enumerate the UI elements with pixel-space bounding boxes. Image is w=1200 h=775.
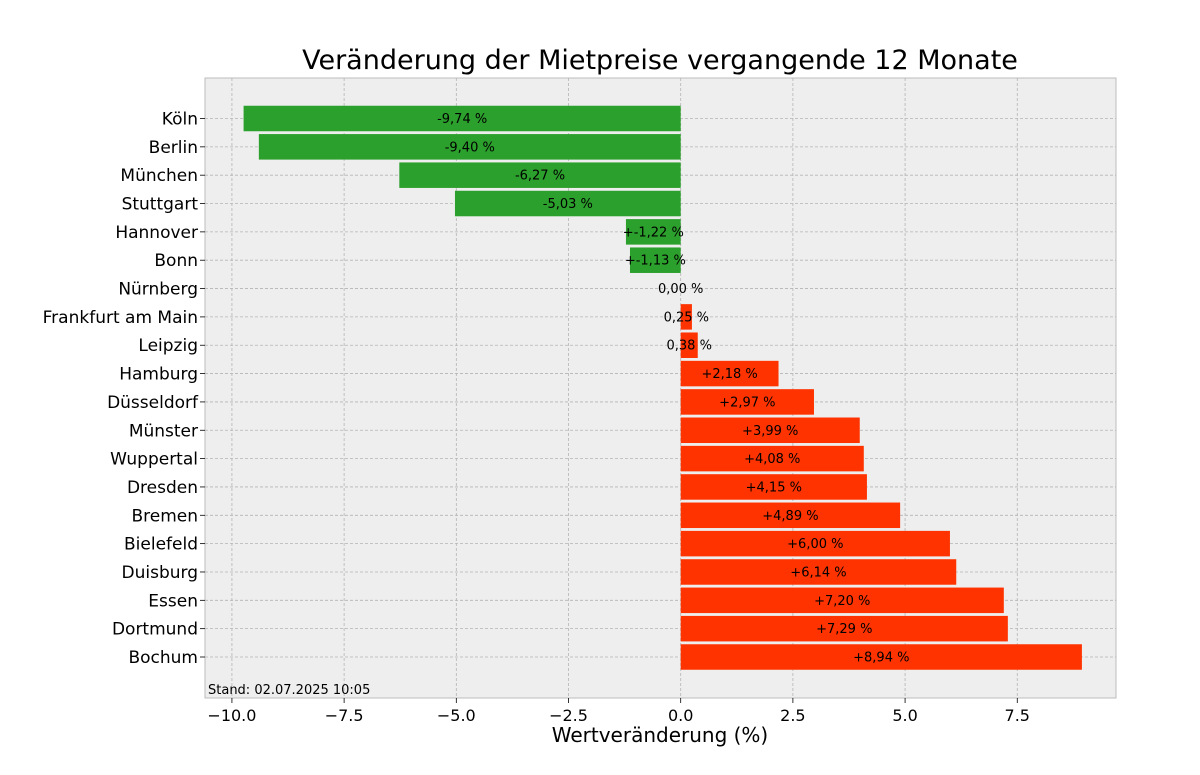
y-axis-ticks: Köln Berlin München Stuttgart Hannover Bonn Nü…: [43, 110, 205, 668]
bar: [680, 360, 779, 387]
bar-value-label: +7,29 %: [816, 622, 872, 637]
x-tick-label: −7.5: [325, 706, 364, 725]
y-tick-label: Köln: [162, 110, 198, 130]
y-tick-label: Münster: [129, 421, 198, 441]
y-tick-label: Bremen: [131, 506, 198, 526]
bar: [625, 219, 681, 245]
bar-value-label: +4,08 %: [744, 452, 800, 467]
y-tick-label: Duisburg: [122, 563, 199, 583]
bar-value-label: +7,20 %: [814, 594, 870, 609]
bar-value-label: +-1,13 %: [625, 254, 686, 269]
bar: [680, 615, 1008, 642]
bar: [680, 417, 860, 444]
y-tick-label: Dresden: [127, 478, 198, 498]
x-axis-label: Wertveränderung (%): [552, 723, 769, 747]
y-tick-label: Wuppertal: [110, 450, 198, 470]
bar: [680, 502, 901, 529]
bar: [680, 530, 950, 557]
y-tick-label: Bielefeld: [124, 535, 198, 555]
y-tick-label: München: [120, 166, 198, 186]
y-tick-label: Bonn: [154, 251, 198, 271]
x-tick-label: 7.5: [1005, 706, 1030, 725]
bar: [399, 162, 681, 188]
bar: [680, 559, 957, 585]
bar: [243, 105, 681, 132]
data-labels: -9,74 % -9,40 % -6,27 % -5,03 % +-1,22 % +-1,…: [437, 112, 909, 666]
bar: [680, 445, 864, 472]
y-tick-label: Bochum: [128, 648, 198, 668]
bar: [680, 304, 692, 330]
bar-value-label: -9,74 %: [437, 112, 487, 127]
bar-value-label: +8,94 %: [853, 651, 909, 666]
y-tick-label: Nürnberg: [118, 280, 198, 300]
bar-value-label: +6,14 %: [790, 565, 846, 580]
bar: [680, 587, 1004, 614]
x-tick-label: 5.0: [892, 706, 917, 725]
y-tick-label: Stuttgart: [122, 195, 199, 215]
bar-value-label: +-1,22 %: [623, 225, 684, 240]
bar: [680, 644, 1082, 670]
bar: [258, 134, 681, 160]
y-tick-label: Düsseldorf: [107, 393, 199, 413]
bar: [680, 332, 698, 358]
x-tick-label: 2.5: [780, 706, 805, 725]
y-tick-label: Essen: [148, 591, 198, 611]
bar: [680, 389, 814, 415]
x-tick-label: −2.5: [549, 706, 588, 725]
x-tick-label: −5.0: [437, 706, 476, 725]
y-tick-label: Frankfurt am Main: [43, 308, 198, 328]
y-tick-label: Hamburg: [119, 365, 198, 385]
x-tick-label: −10.0: [207, 706, 256, 725]
bar-value-label: -6,27 %: [515, 169, 565, 184]
bar-value-label: +6,00 %: [787, 537, 843, 552]
y-tick-label: Dortmund: [112, 620, 198, 640]
bar-value-label: +3,99 %: [742, 424, 798, 439]
bar-value-label: +4,89 %: [762, 509, 818, 524]
bar-value-label: +2,18 %: [701, 367, 757, 382]
bar-value-label: +4,15 %: [746, 480, 802, 495]
y-tick-label: Leipzig: [138, 336, 198, 356]
bar: [680, 474, 867, 500]
bar-value-label: 0,00 %: [658, 282, 703, 297]
bar: [454, 190, 681, 217]
y-tick-label: Berlin: [149, 138, 198, 158]
bar-value-label: 0,38 %: [667, 339, 712, 354]
x-tick-label: 0.0: [668, 706, 693, 725]
bar-value-label: -5,03 %: [543, 197, 593, 212]
bar-value-label: 0,25 %: [664, 310, 709, 325]
bars: [243, 105, 1082, 670]
bar: [629, 247, 681, 273]
y-tick-label: Hannover: [115, 223, 198, 243]
chart-title: Veränderung der Mietpreise vergangende 1…: [302, 45, 1018, 76]
bar-value-label: -9,40 %: [445, 140, 495, 155]
bar-value-label: +2,97 %: [719, 395, 775, 410]
x-axis-ticks: −10.0 −7.5 −5.0 −2.5 0.0 2.5 5.0 7.5: [207, 698, 1030, 725]
timestamp-footnote: Stand: 02.07.2025 10:05: [208, 683, 370, 698]
